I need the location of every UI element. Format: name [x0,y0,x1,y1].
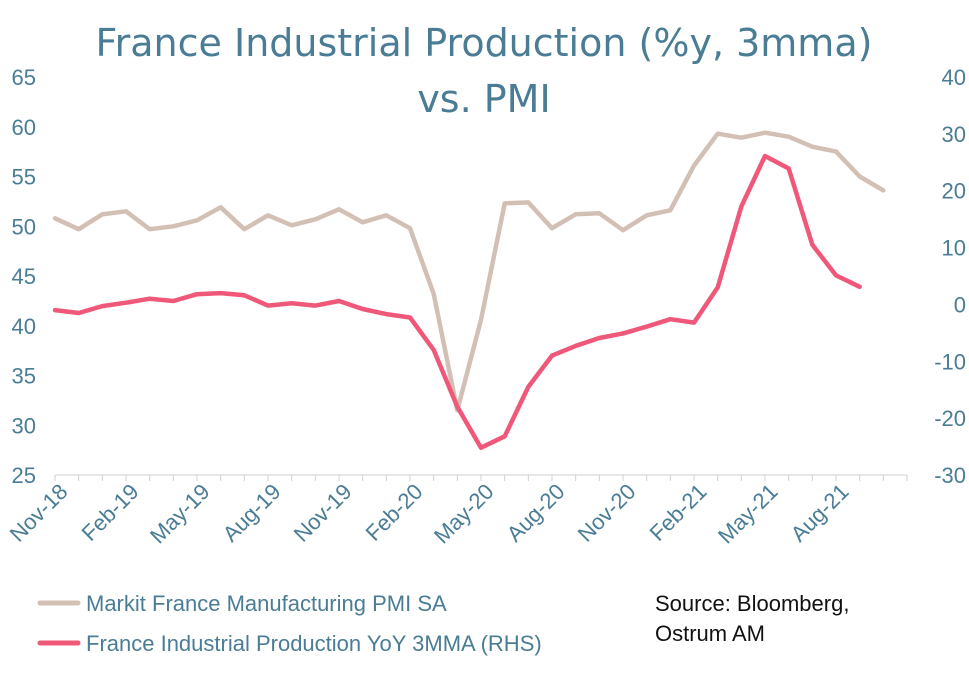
x-tick-label: May-21 [713,479,783,549]
x-tick-label: Aug-20 [502,479,570,547]
x-axis [54,474,908,481]
series-lines [52,130,886,450]
source-line-1: Source: Bloomberg, [655,591,849,616]
right-tick-label: 10 [942,236,966,261]
legend-label-ip: France Industrial Production YoY 3MMA (R… [86,631,542,656]
left-tick-label: 45 [12,264,36,289]
source-note: Source: Bloomberg, Ostrum AM [655,591,849,646]
x-tick-label: Feb-21 [645,479,712,546]
right-tick-label: -10 [934,349,966,374]
left-axis-ticks: 25 30 35 40 45 50 55 60 65 [12,65,36,488]
chart-title-line-1: France Industrial Production (%y, 3mma) [96,21,873,65]
left-tick-label: 40 [12,314,36,339]
right-tick-label: 0 [954,292,966,317]
x-tick-label: May-20 [429,479,499,549]
right-tick-label: 40 [942,65,966,90]
x-tick-label: Aug-19 [218,479,286,547]
x-axis-ticks: Nov-18 Feb-19 May-19 Aug-19 Nov-19 Feb-20 May-… [5,479,854,549]
x-tick-label: Nov-19 [289,479,357,547]
left-tick-label: 25 [12,463,36,488]
x-tick-label: Feb-20 [361,479,428,546]
right-tick-label: 30 [942,122,966,147]
chart-title-line-2: vs. PMI [417,77,550,121]
source-line-2: Ostrum AM [655,621,765,646]
left-tick-label: 60 [12,115,36,140]
left-tick-label: 30 [12,413,36,438]
right-tick-label: -30 [934,463,966,488]
left-tick-label: 65 [12,65,36,90]
left-tick-label: 55 [12,165,36,190]
x-tick-label: Feb-19 [77,479,144,546]
right-axis-ticks: -30 -20 -10 0 10 20 30 40 [934,65,966,488]
series-line-pmi [52,130,886,413]
series-line-industrial-production [52,153,862,450]
x-tick-label: May-19 [145,479,215,549]
x-tick-label: Nov-20 [573,479,641,547]
left-tick-label: 35 [12,364,36,389]
legend: Markit France Manufacturing PMI SA Franc… [37,591,542,656]
legend-label-pmi: Markit France Manufacturing PMI SA [86,591,447,616]
left-tick-label: 50 [12,214,36,239]
x-tick-label: Nov-18 [5,479,73,547]
right-tick-label: -20 [934,406,966,431]
x-tick-label: Aug-21 [786,479,854,547]
right-tick-label: 20 [942,179,966,204]
